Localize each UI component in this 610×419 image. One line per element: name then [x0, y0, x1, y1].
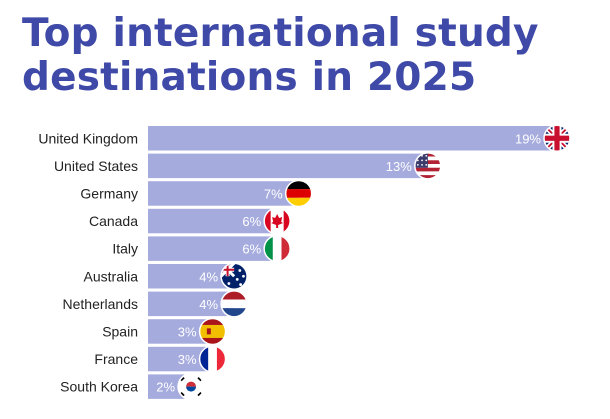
chart-title: Top international study destinations in …	[22, 12, 602, 100]
category-label: Australia	[84, 268, 139, 284]
bar-australia	[148, 264, 235, 289]
netherlands-flag-icon	[221, 290, 248, 317]
category-label: Netherlands	[63, 296, 139, 312]
value-label: 2%	[156, 380, 175, 395]
category-label: Spain	[102, 323, 138, 339]
bar-canada	[148, 208, 278, 234]
germany-flag-icon	[285, 180, 312, 207]
value-label: 13%	[386, 159, 412, 174]
category-label: Italy	[112, 241, 138, 257]
value-label: 4%	[199, 297, 218, 312]
bar-italy	[148, 236, 278, 261]
value-label: 3%	[178, 324, 197, 339]
value-label: 6%	[242, 214, 261, 229]
bar-germany	[148, 181, 299, 206]
value-label: 4%	[199, 269, 218, 284]
category-label: United Kingdom	[38, 130, 138, 146]
bar-united-kingdom	[148, 126, 557, 151]
value-label: 3%	[178, 352, 197, 367]
bar-netherlands	[148, 291, 235, 317]
value-label: 7%	[264, 186, 283, 201]
value-label: 6%	[242, 242, 261, 257]
category-label: South Korea	[60, 379, 138, 395]
chart-title-line-1: Top international study	[22, 11, 539, 56]
value-label: 19%	[515, 131, 541, 146]
italy-flag-icon	[264, 235, 291, 262]
chart-title-line-2: destinations in 2025	[22, 55, 477, 100]
category-label: Canada	[89, 213, 138, 229]
france-flag-icon	[199, 346, 226, 373]
bar-united-states	[148, 153, 428, 179]
category-label: France	[94, 351, 138, 367]
category-label: United States	[54, 158, 138, 174]
category-label: Germany	[80, 185, 138, 201]
